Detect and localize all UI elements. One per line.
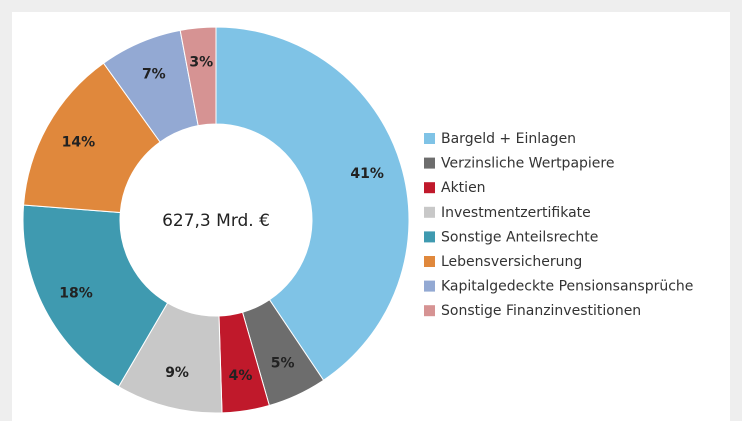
legend-label: Aktien bbox=[441, 180, 486, 196]
legend-swatch bbox=[424, 305, 435, 317]
legend-label: Verzinsliche Wertpapiere bbox=[441, 156, 614, 172]
legend-swatch bbox=[424, 133, 435, 144]
value-label: 18% bbox=[59, 285, 93, 301]
legend-swatch bbox=[424, 157, 435, 169]
value-label: 3% bbox=[189, 55, 213, 71]
legend-label: Lebensversicherung bbox=[441, 254, 582, 270]
slice bbox=[22, 204, 169, 388]
legend-label: Bargeld + Einlagen bbox=[441, 131, 576, 147]
legend-swatch bbox=[424, 256, 435, 267]
legend-label: Investmentzertifikate bbox=[441, 205, 591, 221]
legend-swatch bbox=[424, 231, 435, 243]
legend-label: Sonstige Finanzinvestitionen bbox=[441, 303, 641, 319]
slice bbox=[215, 26, 410, 381]
legend-swatch bbox=[424, 206, 435, 218]
legend-swatch bbox=[424, 280, 435, 292]
slice bbox=[179, 26, 217, 127]
value-label: 14% bbox=[62, 134, 96, 150]
value-label: 41% bbox=[350, 166, 384, 182]
value-label: 9% bbox=[165, 365, 189, 381]
value-label: 7% bbox=[142, 67, 166, 83]
legend-swatch bbox=[424, 182, 435, 194]
center-label: 627,3 Mrd. € bbox=[162, 211, 270, 231]
legend-label: Kapitalgedeckte Pensionsansprüche bbox=[441, 279, 693, 295]
value-label: 5% bbox=[271, 355, 295, 371]
value-label: 4% bbox=[229, 368, 253, 384]
legend-label: Sonstige Anteilsrechte bbox=[441, 229, 598, 245]
